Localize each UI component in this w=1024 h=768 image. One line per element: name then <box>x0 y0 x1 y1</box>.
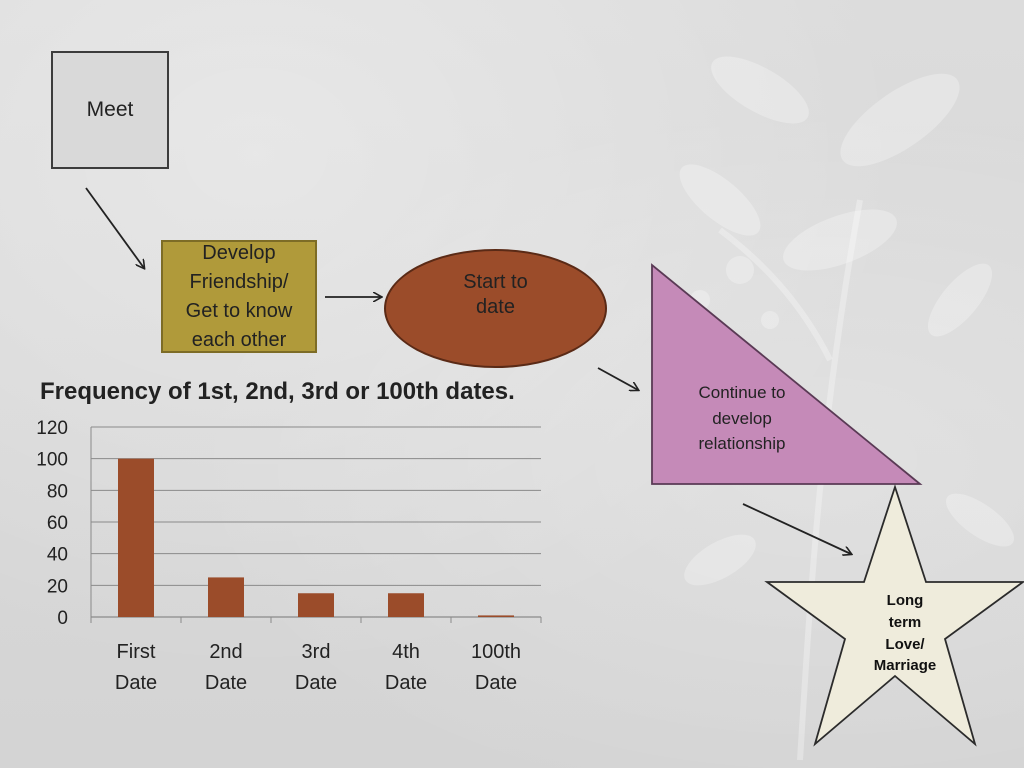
x-category-label: Date <box>115 672 157 694</box>
arrow-date-to-continue <box>597 367 638 390</box>
long-term-line: Love/ <box>885 635 925 653</box>
long-term-line: Long <box>886 592 924 609</box>
long-term-line: Marriage <box>873 657 937 675</box>
continue-line: Continue to <box>698 383 786 402</box>
y-tick-label: 100 <box>36 450 68 471</box>
continue-label: Continue to develop relationship <box>680 380 804 457</box>
y-tick-label: 60 <box>47 513 68 534</box>
long-term-label: Long term Love/ Marriage <box>850 590 960 677</box>
y-tick-label: 0 <box>57 608 68 629</box>
start-date-ellipse: Start to date <box>384 249 607 368</box>
friendship-line: Get to know <box>185 299 293 322</box>
bar <box>388 593 424 617</box>
start-date-line: date <box>476 295 515 318</box>
chart-title: Frequency of 1st, 2nd, 3rd or 100th date… <box>40 378 515 405</box>
friendship-line: Develop <box>202 241 276 264</box>
x-category-label: Date <box>295 672 337 694</box>
arrow-continue-to-long-term <box>742 503 851 554</box>
x-category-label: Date <box>475 672 517 694</box>
x-category-label: 2nd <box>209 641 242 663</box>
y-tick-label: 40 <box>47 545 68 566</box>
friendship-box: Develop Friendship/ Get to know each oth… <box>161 240 317 353</box>
friendship-line: Friendship/ <box>189 270 289 293</box>
x-category-label: First <box>117 641 156 663</box>
meet-label: Meet <box>86 97 134 121</box>
continue-line: relationship <box>698 434 786 453</box>
long-term-line: term <box>888 613 922 631</box>
y-tick-label: 20 <box>47 576 68 597</box>
bar <box>478 615 514 617</box>
continue-line: develop <box>712 408 772 428</box>
long-term-star <box>764 484 1024 747</box>
y-tick-label: 120 <box>36 418 68 439</box>
bar <box>298 593 334 617</box>
friendship-line: each other <box>191 328 287 351</box>
y-tick-label: 80 <box>47 481 68 502</box>
bar <box>208 577 244 617</box>
meet-box: Meet <box>51 51 169 169</box>
x-category-label: Date <box>385 672 427 694</box>
continue-triangle <box>651 263 923 485</box>
arrow-meet-to-friendship <box>85 187 144 268</box>
bar <box>118 458 154 617</box>
start-date-line: Start to <box>463 270 528 293</box>
x-category-label: 100th <box>471 641 521 663</box>
x-category-label: 3rd <box>302 641 331 663</box>
x-category-label: Date <box>205 672 247 694</box>
x-category-label: 4th <box>392 641 420 663</box>
